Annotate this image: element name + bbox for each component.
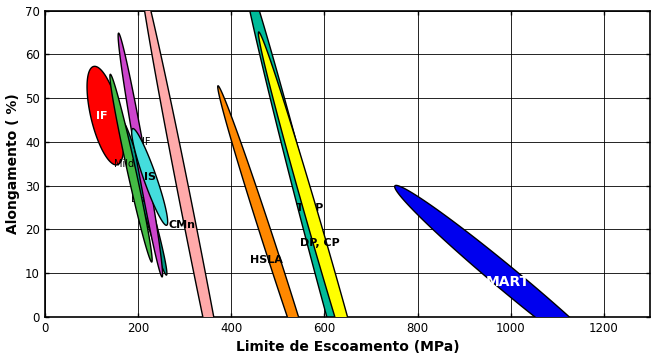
Polygon shape [132, 129, 168, 225]
Text: CMn: CMn [169, 220, 195, 230]
Text: TRIP: TRIP [297, 203, 325, 212]
Polygon shape [140, 0, 239, 360]
Text: IS: IS [144, 172, 155, 182]
Polygon shape [395, 185, 626, 360]
Polygon shape [87, 66, 124, 165]
Text: DP, CP: DP, CP [300, 238, 340, 248]
Polygon shape [241, 0, 375, 360]
Polygon shape [110, 74, 152, 262]
Text: Mild: Mild [114, 159, 134, 169]
Polygon shape [258, 32, 381, 360]
Polygon shape [123, 122, 167, 275]
Text: IF: IF [96, 111, 108, 121]
Polygon shape [118, 33, 163, 277]
Y-axis label: Alongamento ( %): Alongamento ( %) [5, 93, 20, 234]
Polygon shape [218, 86, 329, 360]
Text: HSLA: HSLA [250, 255, 283, 265]
Text: MART: MART [486, 275, 531, 289]
Text: BH: BH [131, 194, 145, 204]
X-axis label: Limite de Escoamento (MPa): Limite de Escoamento (MPa) [236, 341, 459, 355]
Text: IF: IF [142, 137, 151, 147]
